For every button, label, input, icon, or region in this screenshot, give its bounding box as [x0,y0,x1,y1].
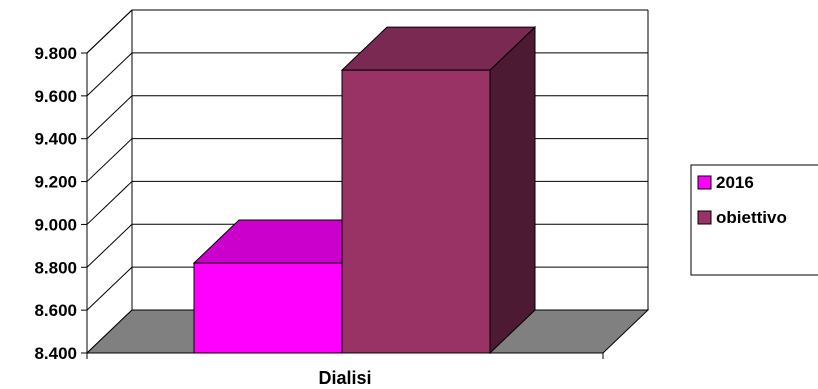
side-wall-line [86,266,133,311]
bar-obiettivo [341,69,491,354]
bar-2016 [193,262,343,354]
side-wall-line [86,138,133,182]
side-wall-line [86,95,133,140]
y-tick-label: 9.400 [34,130,77,149]
y-tick-label: 8.600 [34,301,77,320]
x-category-label: Dialisi [318,368,371,388]
legend-label: obiettivo [716,208,787,227]
y-tick-label: 9.000 [34,215,77,234]
legend-swatch [697,210,712,225]
side-wall-line [86,181,133,225]
bar-side [489,25,536,355]
y-tick-label: 8.800 [34,258,77,277]
legend [690,164,818,276]
side-wall-top-edge [86,9,133,54]
legend-swatch [697,175,712,190]
legend-label: 2016 [716,173,754,192]
y-tick-label: 9.200 [34,173,77,192]
y-tick-label: 9.800 [34,44,77,63]
side-wall-line [86,52,133,97]
y-tick-label: 8.400 [34,344,77,363]
side-wall-line [86,223,133,268]
y-tick-label: 9.600 [34,87,77,106]
